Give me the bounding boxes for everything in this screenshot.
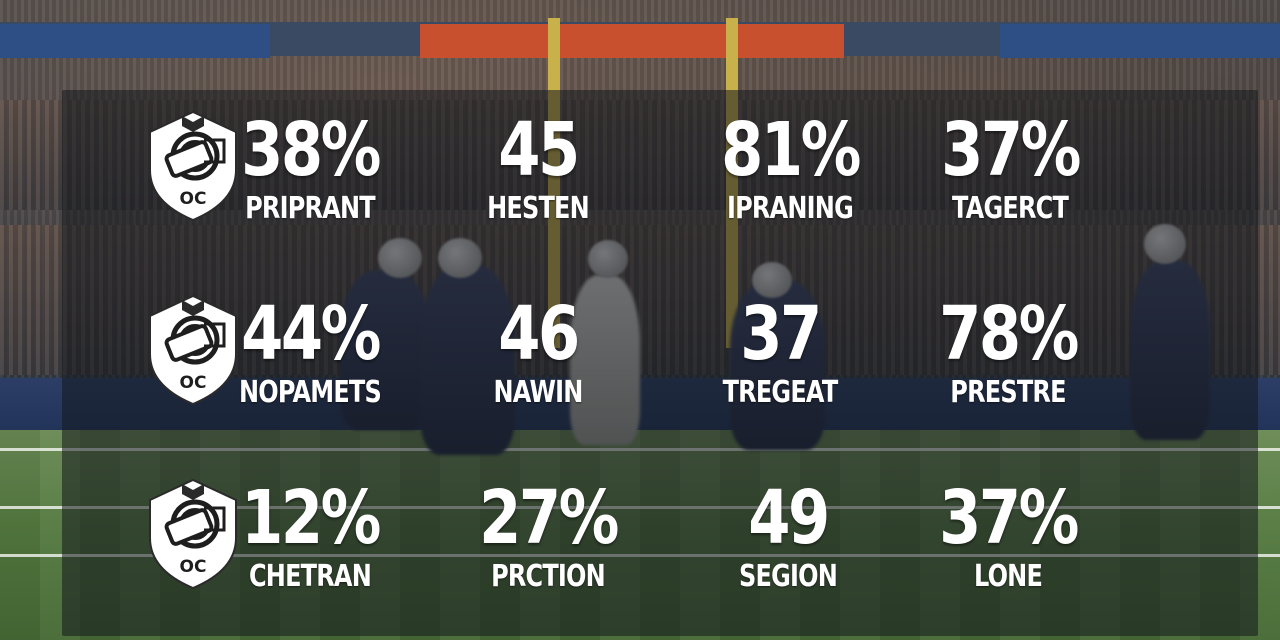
stat-tile: 12% CHETRAN <box>210 478 410 594</box>
ribbon-banner-right <box>1000 24 1280 58</box>
team-shield-icon: OC <box>149 478 237 590</box>
stat-label: PRCTION <box>491 559 606 594</box>
badge-monogram: OC <box>180 373 207 393</box>
stat-value: 38% <box>241 107 381 193</box>
stat-value: 44% <box>241 291 381 377</box>
ribbon-banner-center <box>420 24 844 58</box>
stat-value: 37% <box>939 475 1079 561</box>
stat-label: PRIPRANT <box>245 191 376 226</box>
badge-monogram: OC <box>180 557 207 577</box>
stat-value: 37% <box>941 107 1081 193</box>
stats-row-2: OC 44% NOPAMETS 46 NAWIN 37 TREGEAT 78% … <box>0 294 1280 434</box>
stat-tile: 38% PRIPRANT <box>210 110 410 226</box>
stat-tile: 44% NOPAMETS <box>210 294 410 410</box>
team-shield-icon: OC <box>149 110 237 222</box>
stat-value: 49 <box>748 475 830 561</box>
ribbon-banner-left <box>0 24 270 58</box>
stats-row-3: OC 12% CHETRAN 27% PRCTION 49 SEGION 37%… <box>0 478 1280 618</box>
stat-tile: 46 NAWIN <box>438 294 638 410</box>
stat-tile: 37% LONE <box>908 478 1108 594</box>
stat-label: LONE <box>973 559 1043 594</box>
stat-value: 81% <box>721 107 861 193</box>
stat-value: 12% <box>241 475 381 561</box>
stat-label: NOPAMETS <box>239 375 382 410</box>
stat-label: PRESTRE <box>950 375 1066 410</box>
stat-label: HESTEN <box>487 191 590 226</box>
stat-tile: 37% TAGERCT <box>910 110 1110 226</box>
stat-tile: 81% IPRANING <box>690 110 890 226</box>
stat-tile: 49 SEGION <box>688 478 888 594</box>
stat-tile: 27% PRCTION <box>448 478 648 594</box>
stat-label: IPRANING <box>727 191 854 226</box>
team-shield-icon: OC <box>149 294 237 406</box>
stat-tile: 45 HESTEN <box>438 110 638 226</box>
stats-row-1: OC 38% PRIPRANT 45 HESTEN 81% IPRANING 3… <box>0 110 1280 250</box>
stat-label: SEGION <box>739 559 838 594</box>
stat-value: 46 <box>498 291 580 377</box>
stat-label: TAGERCT <box>951 191 1069 226</box>
stat-value: 78% <box>939 291 1079 377</box>
stat-value: 45 <box>498 107 580 193</box>
stats-panel <box>62 90 1258 636</box>
stat-value: 27% <box>479 475 619 561</box>
stat-label: CHETRAN <box>248 559 372 594</box>
stat-value: 37 <box>740 291 822 377</box>
stat-label: NAWIN <box>493 375 583 410</box>
stat-label: TREGEAT <box>722 375 839 410</box>
badge-monogram: OC <box>180 189 207 209</box>
stat-tile: 37 TREGEAT <box>680 294 880 410</box>
stat-tile: 78% PRESTRE <box>908 294 1108 410</box>
